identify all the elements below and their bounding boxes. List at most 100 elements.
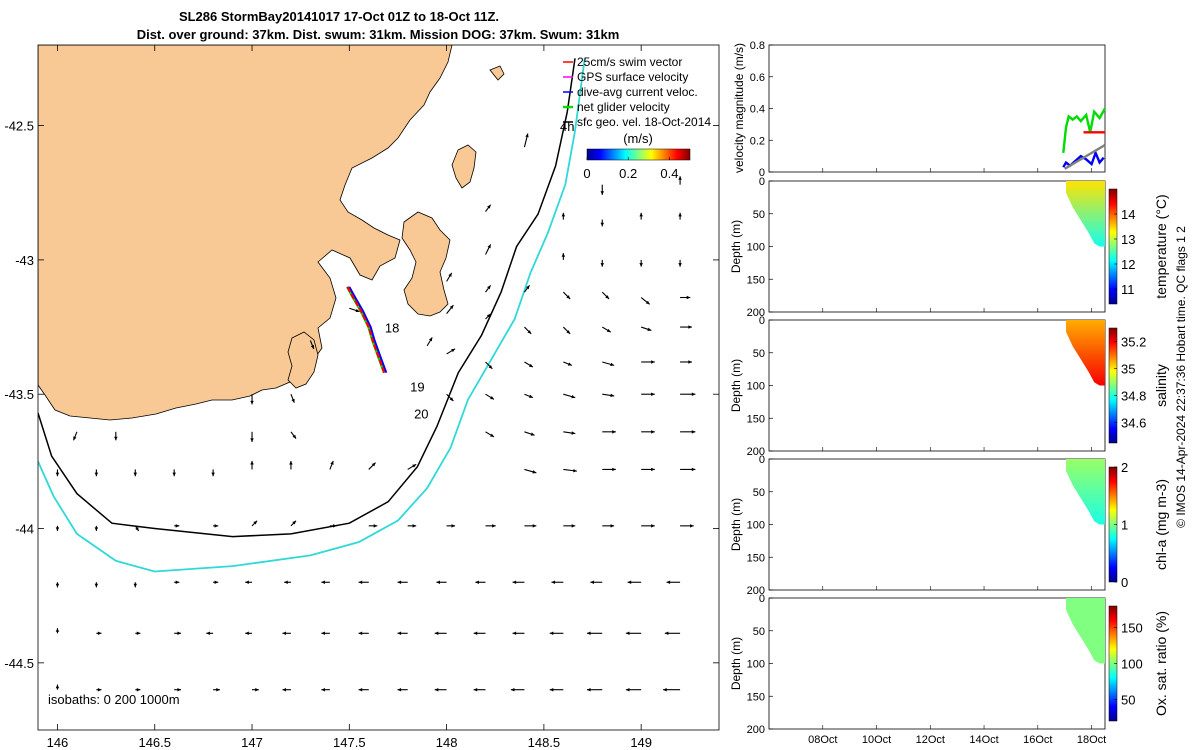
current-vector bbox=[135, 631, 141, 636]
current-vector bbox=[55, 582, 60, 588]
section-y-tick-label: 150 bbox=[747, 552, 765, 564]
time-tick-label: 14Oct bbox=[969, 734, 998, 746]
current-vector bbox=[349, 307, 360, 313]
current-vector bbox=[329, 524, 337, 528]
speed-colorbar-tick-label: 0 bbox=[583, 166, 590, 181]
small-island-land bbox=[489, 65, 505, 81]
section-ylabel: Depth (m) bbox=[729, 220, 743, 273]
section-y-tick-label: 50 bbox=[753, 209, 765, 221]
isobath-note: isobaths: 0 200 1000m bbox=[48, 692, 180, 707]
current-vector bbox=[563, 393, 576, 399]
current-vector bbox=[663, 687, 681, 692]
time-tick-label: 10Oct bbox=[862, 734, 891, 746]
current-vector bbox=[284, 580, 291, 584]
map-legend: 25cm/s swim vector GPS surface velocity … bbox=[563, 55, 711, 129]
current-vector bbox=[358, 631, 369, 636]
current-vector bbox=[245, 580, 253, 584]
legend-label-gps: GPS surface velocity bbox=[577, 70, 688, 84]
current-vector bbox=[206, 631, 214, 636]
section-frame bbox=[768, 597, 1106, 730]
section-panel-temperature: 0 50 100 150 200 Depth (m) 11 12 13 14 temperature… bbox=[729, 176, 1169, 319]
current-vector bbox=[282, 631, 291, 636]
speed-colorbar-tick-label: 0.2 bbox=[619, 166, 637, 181]
current-vector bbox=[641, 524, 655, 528]
track-time-label: 18 bbox=[385, 320, 399, 335]
section-colorbar-tick-label: 150 bbox=[1121, 621, 1143, 636]
title-line-2: Dist. over ground: 37km. Dist. swum: 31k… bbox=[137, 27, 620, 42]
current-vector bbox=[251, 520, 258, 527]
track-time-label: 20 bbox=[414, 406, 428, 421]
time-tick-label: 12Oct bbox=[916, 734, 945, 746]
current-vector bbox=[563, 524, 576, 528]
time-tick-label: 16Oct bbox=[1023, 734, 1052, 746]
current-vector bbox=[563, 361, 573, 366]
section-ylabel: Depth (m) bbox=[729, 637, 743, 690]
current-vector bbox=[562, 291, 571, 300]
current-vector bbox=[586, 631, 603, 636]
current-vector bbox=[524, 361, 534, 368]
current-vector bbox=[641, 360, 655, 364]
map-x-tick-label: 146 bbox=[47, 735, 69, 750]
map-y-tick-label: -43 bbox=[15, 253, 34, 268]
current-vector bbox=[485, 285, 492, 293]
current-vector bbox=[446, 524, 456, 528]
current-vector bbox=[641, 430, 655, 434]
section-y-tick-label: 0 bbox=[759, 315, 765, 327]
current-vector bbox=[290, 431, 297, 439]
speed-colorbar: (m/s) 0 0.2 0.4 bbox=[583, 131, 691, 181]
current-vector bbox=[485, 361, 493, 370]
current-vector bbox=[563, 431, 576, 435]
velocity-y-tick-label: 0 bbox=[759, 167, 765, 179]
map-x-tick-label: 147.5 bbox=[333, 735, 366, 750]
isobath-200m bbox=[38, 58, 576, 538]
map-x-tick-label: 146.5 bbox=[138, 735, 171, 750]
current-vector bbox=[601, 291, 610, 300]
current-vector bbox=[290, 520, 297, 527]
current-vector bbox=[561, 212, 566, 220]
map-panel: 146 146.5 147 147.5 148 148.5 149 -42.5 -43 -43.… bbox=[4, 44, 720, 750]
current-vector bbox=[250, 460, 254, 470]
current-vector bbox=[523, 133, 529, 148]
section-y-tick-label: 200 bbox=[747, 307, 765, 319]
section-fill bbox=[1066, 320, 1105, 386]
current-vector bbox=[639, 212, 643, 220]
current-vector bbox=[524, 524, 537, 528]
section-panel-salinity: 0 50 100 150 200 Depth (m) 34.6 34.8 35 35.2 salin… bbox=[729, 315, 1169, 458]
current-vector bbox=[549, 631, 564, 636]
current-vector bbox=[678, 212, 682, 220]
map-y-tick-label: -44 bbox=[15, 522, 34, 537]
current-vector bbox=[680, 524, 694, 528]
title-line-1: SL286 StormBay20141017 17-Oct 01Z to 18-… bbox=[179, 9, 499, 24]
current-vector bbox=[250, 431, 254, 443]
isobath-1000m bbox=[38, 58, 586, 573]
current-vector bbox=[485, 313, 492, 320]
current-vector bbox=[640, 297, 651, 305]
current-vector bbox=[135, 687, 141, 692]
speed-colorbar-tick-label: 0.4 bbox=[660, 166, 678, 181]
current-vector bbox=[680, 467, 696, 472]
velocity-series bbox=[1062, 107, 1107, 170]
current-vector bbox=[562, 326, 571, 335]
current-vector bbox=[524, 431, 535, 436]
section-colorbar-tick-label: 2 bbox=[1121, 460, 1128, 475]
current-vector bbox=[397, 687, 408, 692]
section-y-tick-label: 0 bbox=[759, 454, 765, 466]
section-colorbar-tick-label: 11 bbox=[1121, 282, 1135, 297]
current-vector bbox=[524, 393, 534, 399]
section-colorbar-label: salinity bbox=[1153, 364, 1169, 407]
current-vector bbox=[446, 304, 454, 314]
section-colorbar bbox=[1108, 327, 1118, 444]
current-vector bbox=[174, 687, 181, 692]
current-vector bbox=[510, 687, 525, 692]
current-vector bbox=[473, 631, 486, 636]
current-vector bbox=[436, 580, 447, 584]
current-vector bbox=[602, 361, 615, 367]
current-vector bbox=[512, 580, 525, 584]
current-vector bbox=[407, 524, 417, 528]
imos-note: © IMOS 14-Apr-2024 22:37:36 Hobart time.… bbox=[1174, 226, 1188, 528]
current-vector bbox=[174, 580, 180, 584]
section-fill bbox=[1066, 598, 1105, 664]
current-vector bbox=[602, 524, 615, 528]
current-vector bbox=[213, 687, 220, 692]
section-colorbar-tick-label: 34.8 bbox=[1121, 389, 1146, 404]
